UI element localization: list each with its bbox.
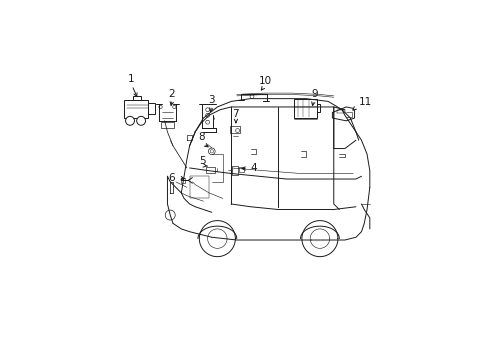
Text: 7: 7 xyxy=(232,109,239,118)
Circle shape xyxy=(205,120,209,124)
Text: 5: 5 xyxy=(199,156,205,166)
Bar xyxy=(229,126,239,133)
Text: 11: 11 xyxy=(358,97,371,107)
Bar xyxy=(293,99,317,118)
Bar xyxy=(133,96,141,100)
Circle shape xyxy=(208,148,215,155)
Circle shape xyxy=(235,129,239,132)
Circle shape xyxy=(205,113,209,117)
Text: 8: 8 xyxy=(198,132,204,143)
Circle shape xyxy=(172,105,176,109)
Circle shape xyxy=(165,210,175,220)
Bar xyxy=(232,166,238,175)
Text: 2: 2 xyxy=(168,89,175,99)
Text: 10: 10 xyxy=(259,76,272,86)
Bar xyxy=(206,167,214,174)
Text: 6: 6 xyxy=(168,173,175,183)
Circle shape xyxy=(210,150,213,153)
Circle shape xyxy=(159,105,162,109)
Bar xyxy=(238,167,243,172)
Bar xyxy=(148,103,155,114)
Circle shape xyxy=(205,108,209,112)
Circle shape xyxy=(249,95,253,99)
Text: 4: 4 xyxy=(249,163,256,174)
Text: 9: 9 xyxy=(310,89,317,99)
Circle shape xyxy=(137,116,145,125)
Bar xyxy=(160,122,174,128)
Circle shape xyxy=(125,116,134,125)
Bar xyxy=(181,177,185,183)
Text: 3: 3 xyxy=(207,95,214,105)
Text: 1: 1 xyxy=(127,74,134,84)
Bar xyxy=(124,100,148,118)
